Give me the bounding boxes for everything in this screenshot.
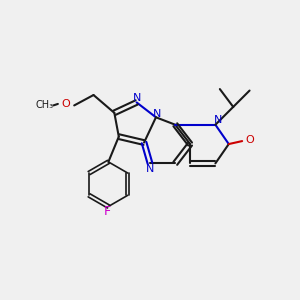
- Text: N: N: [146, 164, 154, 174]
- Text: O: O: [61, 99, 70, 109]
- Text: F: F: [103, 205, 110, 218]
- Text: O: O: [245, 135, 254, 145]
- Text: N: N: [153, 109, 162, 119]
- Text: N: N: [132, 93, 141, 103]
- Text: N: N: [214, 115, 222, 125]
- Text: CH₃: CH₃: [35, 100, 53, 110]
